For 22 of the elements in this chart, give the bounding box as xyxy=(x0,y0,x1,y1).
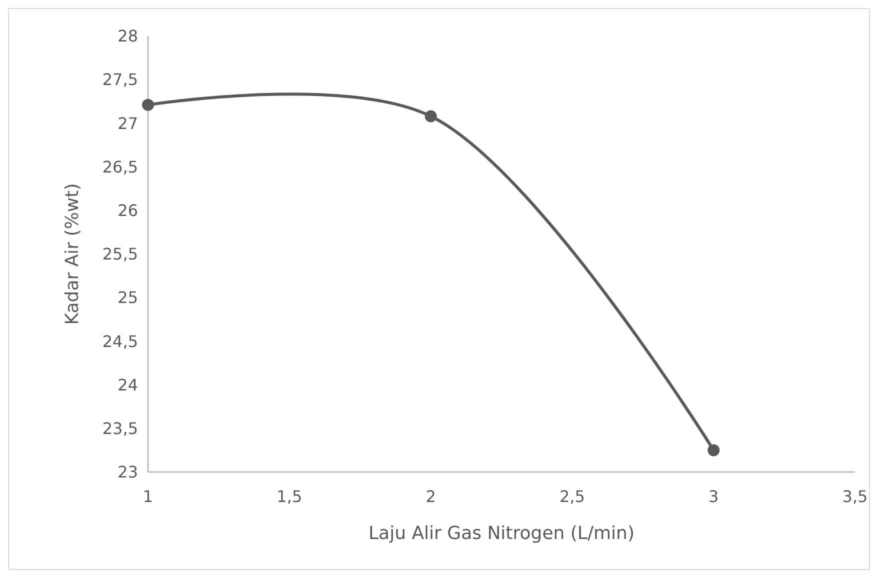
x-tick-label: 2 xyxy=(426,487,436,506)
y-tick-label: 26 xyxy=(118,201,138,220)
y-tick-label: 24 xyxy=(118,375,138,394)
y-tick-label: 27 xyxy=(118,114,138,133)
x-axis-title: Laju Alir Gas Nitrogen (L/min) xyxy=(368,523,634,544)
x-tick-label: 3,5 xyxy=(842,487,868,506)
x-tick-label: 3 xyxy=(708,487,719,506)
point xyxy=(142,98,154,111)
y-tick-label: 23 xyxy=(118,462,138,482)
x-tick-label: 2,5 xyxy=(559,487,585,506)
y-tick-label: 28 xyxy=(118,26,138,46)
x-tick-label: 1,5 xyxy=(276,487,302,506)
y-tick-label: 24,5 xyxy=(102,332,138,351)
y-tick-label: 23,5 xyxy=(102,419,138,438)
x-tick-label: 1 xyxy=(142,487,154,506)
y-tick-label: 25,5 xyxy=(102,244,138,264)
y-axis-title: Kadar Air (%wt) xyxy=(62,183,83,325)
y-tick-label: 25 xyxy=(118,288,138,308)
point xyxy=(708,444,720,456)
y-tick-label: 26,5 xyxy=(102,157,138,176)
point xyxy=(424,110,437,122)
y-tick-label: 27,5 xyxy=(102,70,138,90)
